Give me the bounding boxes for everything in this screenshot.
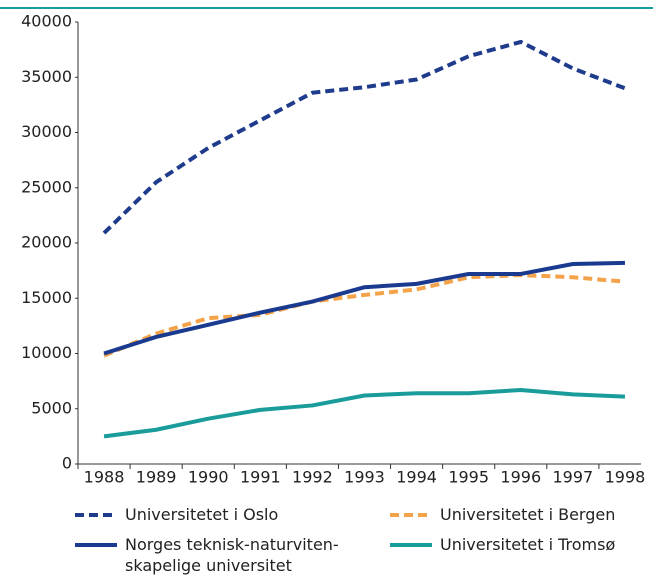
x-tick-label: 1993 [344, 468, 385, 487]
legend-label: Universitetet i Tromsø [440, 535, 616, 554]
x-tick-label: 1995 [448, 468, 489, 487]
x-tick-label: 1991 [240, 468, 281, 487]
y-tick-label: 20000 [21, 233, 72, 252]
legend-label: Norges teknisk-naturviten- skapelige uni… [125, 535, 339, 575]
y-tick-label: 5000 [31, 398, 72, 417]
x-tick-label: 1990 [188, 468, 229, 487]
x-tick-label: 1989 [136, 468, 177, 487]
x-tick-label: 1988 [84, 468, 125, 487]
x-tick-label: 1996 [500, 468, 541, 487]
y-tick-label: 10000 [21, 343, 72, 362]
series-line [103, 387, 626, 439]
legend-label: Universitetet i Oslo [125, 505, 279, 524]
y-tick-label: 15000 [21, 288, 72, 307]
legend-label: Universitetet i Bergen [440, 505, 616, 524]
x-tick-label: 1998 [605, 468, 646, 487]
y-tick-label: 40000 [21, 12, 72, 31]
x-tick-label: 1992 [292, 468, 333, 487]
y-tick-label: 35000 [21, 67, 72, 86]
series-line [103, 273, 626, 358]
y-tick-label: 30000 [21, 122, 72, 141]
x-tick-label: 1994 [396, 468, 437, 487]
x-tick-label: 1997 [553, 468, 594, 487]
series-line [103, 260, 625, 356]
y-tick-label: 0 [62, 454, 72, 473]
series-line [102, 39, 626, 235]
y-tick-label: 25000 [21, 177, 72, 196]
